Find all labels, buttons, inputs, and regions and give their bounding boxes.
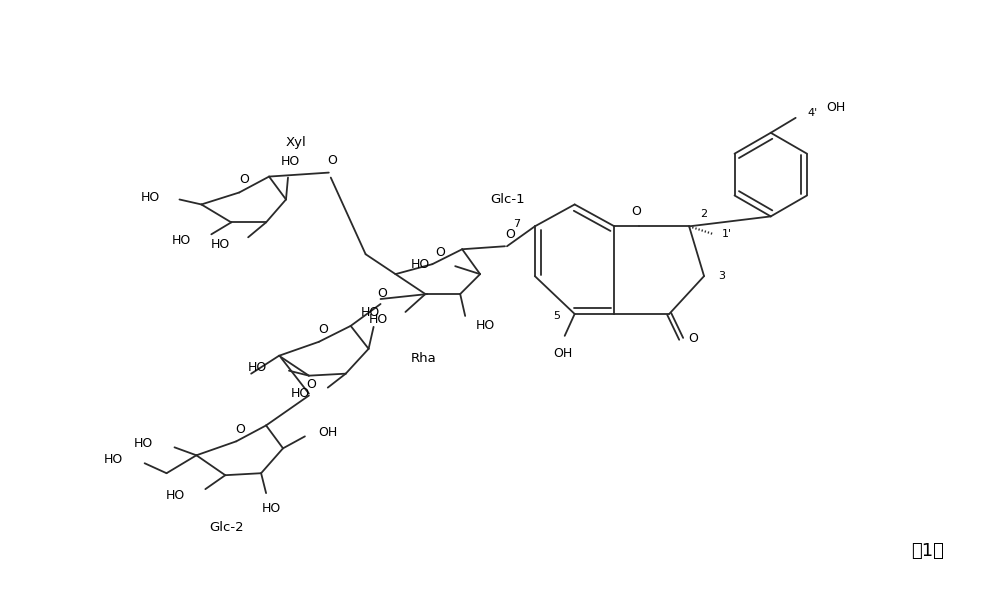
Text: HO: HO <box>172 234 191 247</box>
Text: O: O <box>306 378 316 391</box>
Text: HO: HO <box>248 361 267 374</box>
Text: HO: HO <box>475 320 495 332</box>
Text: HO: HO <box>411 258 430 271</box>
Text: O: O <box>631 205 641 218</box>
Text: HO: HO <box>103 453 123 466</box>
Text: O: O <box>327 154 337 167</box>
Text: Glc-2: Glc-2 <box>209 521 244 535</box>
Text: OH: OH <box>553 347 572 360</box>
Text: HO: HO <box>291 387 310 400</box>
Text: Rha: Rha <box>410 352 436 365</box>
Text: Glc-1: Glc-1 <box>490 193 525 206</box>
Text: HO: HO <box>261 501 281 515</box>
Text: O: O <box>239 173 249 186</box>
Text: 1': 1' <box>722 230 732 239</box>
Text: HO: HO <box>211 238 230 251</box>
Text: 3: 3 <box>718 271 725 281</box>
Text: O: O <box>378 286 387 300</box>
Text: HO: HO <box>280 155 300 168</box>
Text: O: O <box>235 423 245 436</box>
Text: O: O <box>435 246 445 259</box>
Text: 2: 2 <box>700 210 708 219</box>
Text: 5: 5 <box>553 311 560 321</box>
Text: （1）: （1） <box>912 542 944 560</box>
Text: HO: HO <box>368 313 388 326</box>
Text: HO: HO <box>140 191 160 204</box>
Text: O: O <box>505 228 515 241</box>
Text: OH: OH <box>318 426 337 439</box>
Text: HO: HO <box>133 437 153 450</box>
Text: 4': 4' <box>807 108 818 118</box>
Text: HO: HO <box>166 489 185 501</box>
Text: Xyl: Xyl <box>286 137 306 149</box>
Text: 7: 7 <box>513 219 520 230</box>
Text: O: O <box>688 332 698 345</box>
Text: OH: OH <box>826 101 845 114</box>
Text: HO: HO <box>361 306 380 320</box>
Text: O: O <box>318 323 328 336</box>
